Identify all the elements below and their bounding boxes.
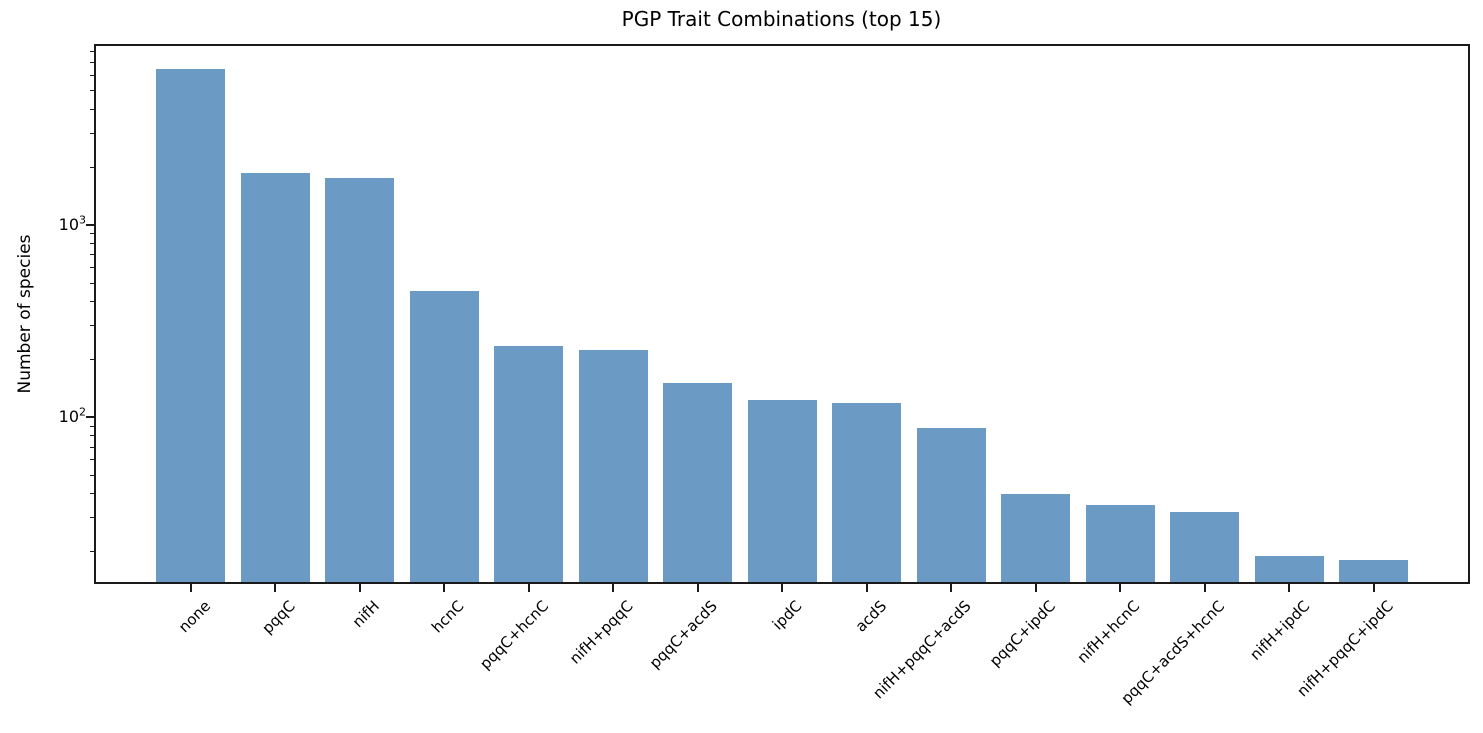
x-tick-label-pqqC+ipdC: pqqC+ipdC: [986, 597, 1060, 671]
x-tick-label-nifH+ipdC: nifH+ipdC: [1245, 597, 1313, 664]
x-tick-label-none: none: [175, 597, 215, 637]
y-tick-minor-50: [90, 474, 95, 476]
bar-pqqC+hcnC: [494, 346, 563, 582]
bar-nifH: [325, 177, 394, 582]
x-tick-ipdC: [781, 584, 783, 592]
y-tick-minor-30: [90, 517, 95, 519]
y-tick-minor-8000: [90, 51, 95, 53]
bar-pqqC+acdS: [663, 382, 732, 582]
x-tick-nifH+pqqC+acdS: [950, 584, 952, 592]
x-tick-pqqC+acdS+hcnC: [1203, 584, 1206, 592]
y-tick-minor-40: [90, 493, 95, 495]
y-tick-minor-60: [90, 459, 95, 461]
bar-nifH+pqqC+ipdC: [1339, 560, 1408, 582]
chart-title: PGP Trait Combinations (top 15): [621, 7, 942, 31]
x-tick-label-nifH: nifH: [349, 597, 384, 632]
bar-pqqC+ipdC: [1001, 493, 1070, 582]
bar-hcnC: [409, 290, 479, 582]
y-tick-minor-5000: [90, 90, 95, 92]
x-tick-label-nifH+hcnC: nifH+hcnC: [1074, 597, 1144, 667]
bar-nifH+hcnC: [1085, 504, 1155, 582]
x-tick-label-pqqC+hcnC: pqqC+hcnC: [476, 597, 553, 673]
x-tick-pqqC: [274, 584, 276, 592]
y-tick-major-100: [86, 416, 95, 419]
x-tick-hcnC: [443, 584, 445, 592]
y-tick-minor-400: [90, 301, 95, 303]
x-tick-pqqC+acdS: [696, 584, 699, 592]
y-tick-minor-3000: [90, 132, 95, 134]
x-tick-label-acdS: acdS: [851, 597, 891, 636]
y-tick-minor-70: [90, 446, 95, 448]
y-tick-minor-200: [90, 358, 95, 360]
x-tick-nifH+pqqC+ipdC: [1372, 584, 1375, 592]
y-tick-minor-300: [90, 325, 95, 327]
x-tick-pqqC+hcnC: [527, 584, 530, 592]
x-tick-label-pqqC+acdS: pqqC+acdS: [646, 597, 722, 673]
x-tick-label-nifH+pqqC: nifH+pqqC: [566, 597, 637, 668]
y-tick-label-1000: 103: [58, 213, 86, 235]
y-tick-minor-900: [90, 233, 95, 235]
y-tick-label-100: 102: [58, 405, 86, 427]
bar-none: [156, 69, 225, 582]
y-tick-minor-2000: [90, 166, 95, 168]
x-tick-nifH+hcnC: [1119, 584, 1121, 592]
y-tick-minor-500: [90, 282, 95, 284]
bar-ipdC: [747, 400, 817, 582]
y-axis-label: Number of species: [15, 234, 35, 394]
x-tick-label-hcnC: hcnC: [428, 597, 468, 637]
y-tick-minor-4000: [90, 108, 95, 110]
x-tick-none: [189, 584, 192, 592]
x-tick-nifH+ipdC: [1288, 584, 1290, 592]
x-tick-nifH: [358, 584, 361, 592]
y-tick-minor-90: [90, 425, 95, 427]
y-tick-minor-700: [90, 254, 95, 256]
y-tick-minor-600: [90, 267, 95, 269]
bar-pqqC+acdS+hcnC: [1170, 512, 1239, 582]
x-tick-pqqC+ipdC: [1034, 584, 1037, 592]
x-tick-acdS: [865, 584, 868, 592]
y-tick-minor-20: [90, 551, 95, 553]
bar-acdS: [832, 402, 901, 582]
y-tick-minor-7000: [90, 62, 95, 64]
x-tick-label-pqqC: pqqC: [258, 597, 299, 638]
y-tick-major-1000: [86, 224, 95, 227]
y-tick-minor-800: [90, 243, 95, 245]
x-tick-nifH+pqqC: [612, 584, 614, 592]
x-tick-label-ipdC: ipdC: [769, 597, 806, 634]
bar-nifH+pqqC: [578, 349, 648, 582]
bar-nifH+ipdC: [1254, 555, 1324, 582]
y-tick-minor-80: [90, 435, 95, 437]
y-tick-minor-6000: [90, 75, 95, 77]
bar-nifH+pqqC+acdS: [916, 427, 986, 582]
bar-pqqC: [240, 173, 310, 582]
